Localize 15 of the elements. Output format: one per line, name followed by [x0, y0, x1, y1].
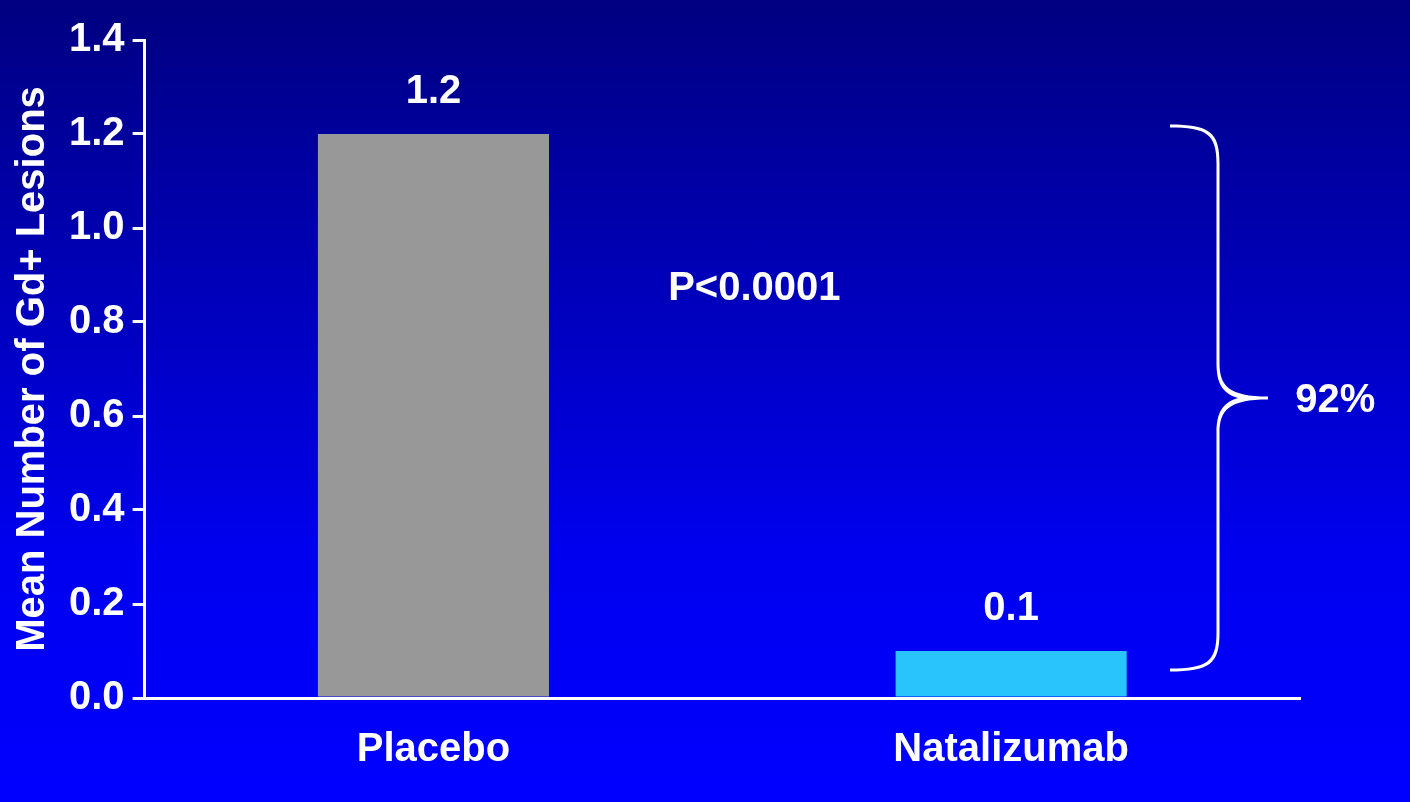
data-label: 1.2 [405, 67, 462, 112]
y-tick-label: 0.0 [69, 673, 125, 718]
y-tick-label: 1.0 [69, 203, 125, 248]
y-tick-label: 1.2 [69, 109, 125, 154]
annotation: P<0.0001 [668, 263, 841, 308]
data-label: 0.1 [983, 584, 1039, 629]
y-tick-label: 0.2 [69, 579, 125, 624]
y-tick-label: 1.4 [69, 15, 126, 60]
annotation: 92% [1295, 376, 1376, 421]
y-tick-label: 0.6 [69, 391, 125, 436]
x-tick-label: Natalizumab [893, 725, 1129, 770]
y-tick-label: 0.8 [69, 297, 125, 342]
x-tick-label: Placebo [356, 725, 511, 770]
y-tick-label: 0.4 [69, 485, 126, 530]
y-axis-title: Mean Number of Gd+ Lesions [8, 86, 53, 652]
